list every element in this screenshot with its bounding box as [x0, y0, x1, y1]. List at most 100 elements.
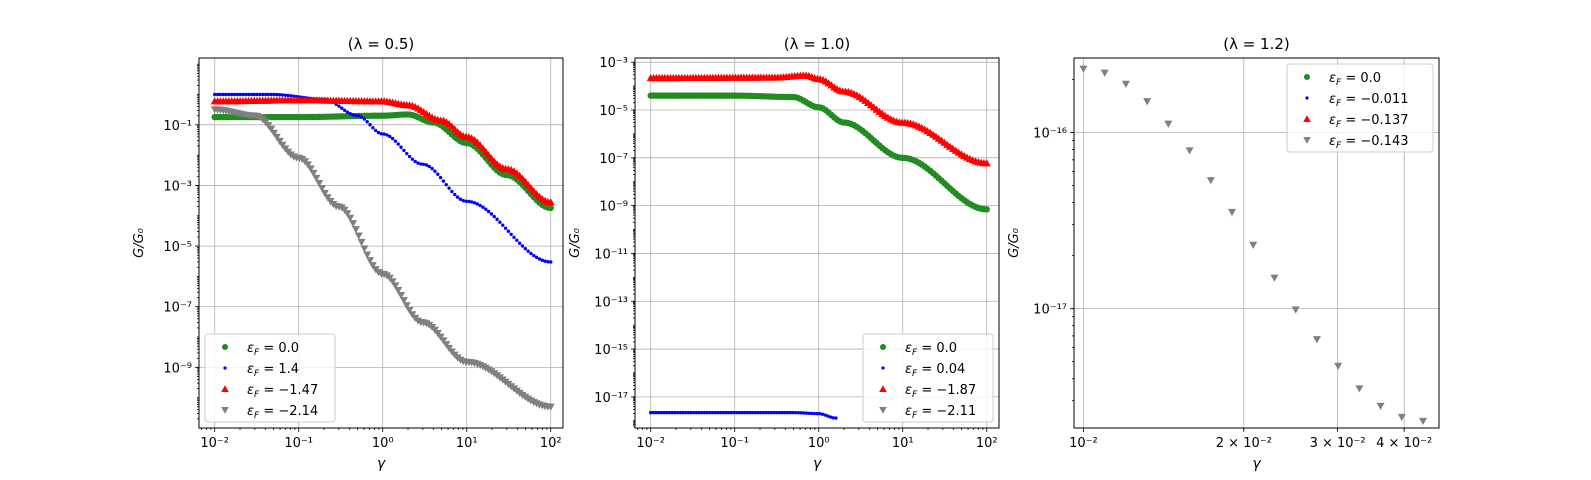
data-point — [376, 130, 381, 135]
legend: εF = 0.0 εF = 0.04 εF = −1.87 εF = −2.11 — [862, 333, 994, 423]
data-point — [801, 411, 806, 415]
legend-label: εF = −2.14 — [247, 404, 318, 421]
data-point — [1206, 177, 1215, 185]
legend-label: εF = −2.11 — [905, 404, 976, 421]
data-point — [385, 133, 389, 137]
legend-label: εF = −0.137 — [1329, 113, 1409, 130]
data-point — [218, 92, 223, 97]
data-point — [342, 108, 347, 112]
legend-marker — [879, 385, 887, 393]
x-axis-label: γ — [1252, 456, 1261, 472]
data-point — [481, 205, 485, 209]
y-tick-label: 10⁻⁷ — [163, 301, 192, 316]
data-point — [543, 259, 547, 263]
data-point — [767, 410, 771, 415]
data-point — [441, 179, 446, 183]
data-point — [718, 410, 723, 415]
y-axis-label: G/G₀ — [1007, 227, 1022, 258]
x-tick-label: 10² — [540, 436, 562, 451]
data-point — [362, 117, 367, 121]
data-point — [699, 410, 704, 415]
data-point — [710, 410, 715, 415]
data-point — [546, 198, 555, 206]
legend-marker — [1305, 96, 1309, 100]
data-point — [436, 172, 440, 176]
data-point — [478, 203, 482, 208]
legend-label: εF = −0.011 — [1329, 92, 1409, 109]
data-point — [430, 166, 434, 171]
data-point — [286, 93, 290, 98]
data-point — [694, 410, 699, 415]
data-point — [826, 414, 830, 418]
data-point — [427, 164, 432, 169]
legend-marker — [879, 343, 887, 351]
data-point — [659, 410, 664, 415]
data-point — [678, 410, 682, 415]
data-point — [1143, 98, 1152, 106]
data-point — [1334, 362, 1343, 371]
data-point — [506, 229, 511, 233]
x-tick-label: 10⁰ — [372, 436, 394, 451]
legend-marker — [881, 366, 885, 370]
data-point — [651, 410, 656, 415]
data-point — [345, 110, 350, 114]
data-point — [796, 411, 800, 415]
data-point — [315, 179, 324, 188]
data-point — [750, 410, 755, 415]
data-point — [799, 411, 803, 415]
data-point — [834, 416, 838, 420]
x-tick-label: 10⁻² — [200, 436, 229, 451]
data-point — [517, 241, 522, 245]
data-point — [675, 410, 680, 415]
data-point — [393, 139, 398, 143]
y-tick-label: 10⁻¹ — [163, 119, 192, 134]
data-point — [270, 129, 279, 137]
data-point — [366, 257, 375, 265]
data-point — [388, 134, 392, 139]
data-point — [769, 410, 774, 415]
data-point — [303, 161, 312, 169]
series-3 — [210, 96, 555, 206]
data-point — [405, 151, 409, 156]
data-point — [272, 92, 276, 97]
data-point — [343, 210, 352, 218]
data-point — [1376, 402, 1385, 410]
x-tick-label: 2 × 10⁻² — [1216, 436, 1272, 451]
legend-label: εF = −1.47 — [247, 383, 318, 400]
data-point — [275, 92, 279, 97]
data-point — [348, 112, 352, 116]
data-point — [697, 410, 701, 415]
data-point — [689, 410, 693, 415]
data-point — [662, 410, 666, 415]
legend-box — [862, 333, 994, 423]
data-point — [546, 260, 550, 264]
data-point — [337, 104, 341, 108]
data-point — [983, 206, 990, 213]
data-point — [278, 141, 287, 149]
data-point — [734, 410, 739, 415]
data-point — [534, 255, 539, 260]
data-point — [354, 113, 358, 118]
data-point — [501, 223, 505, 227]
x-tick-label: 10² — [976, 436, 998, 451]
series-3 — [646, 71, 991, 167]
subplot-1: 10⁻² 10⁻¹ 10⁰ 10¹ 10² 10⁻⁹ 10⁻⁷ 10⁻⁵ 10⁻³ 10⁻¹ (λ … — [132, 35, 564, 472]
data-point — [681, 410, 685, 415]
data-point — [1397, 413, 1406, 422]
y-tick-label: 10⁻¹⁷ — [594, 391, 628, 406]
x-tick-label: 3 × 10⁻² — [1310, 436, 1366, 451]
y-tick-label: 10⁻¹⁷ — [1033, 303, 1067, 318]
data-point — [413, 159, 417, 164]
data-point — [346, 214, 355, 222]
data-point — [312, 174, 321, 183]
data-point — [469, 200, 474, 204]
data-point — [397, 292, 406, 300]
data-point — [729, 410, 733, 415]
y-axis-label: G/G₀ — [132, 227, 147, 258]
data-point — [764, 410, 768, 415]
axes-frame — [198, 57, 564, 429]
data-point — [1100, 69, 1109, 77]
legend-marker — [221, 406, 229, 414]
data-point — [495, 217, 499, 222]
subplot-2: 10⁻² 10⁻¹ 10⁰ 10¹ 10² 10⁻¹⁷ 10⁻¹⁵ 10⁻¹³ 10⁻¹¹ 10⁻… — [568, 35, 1000, 472]
